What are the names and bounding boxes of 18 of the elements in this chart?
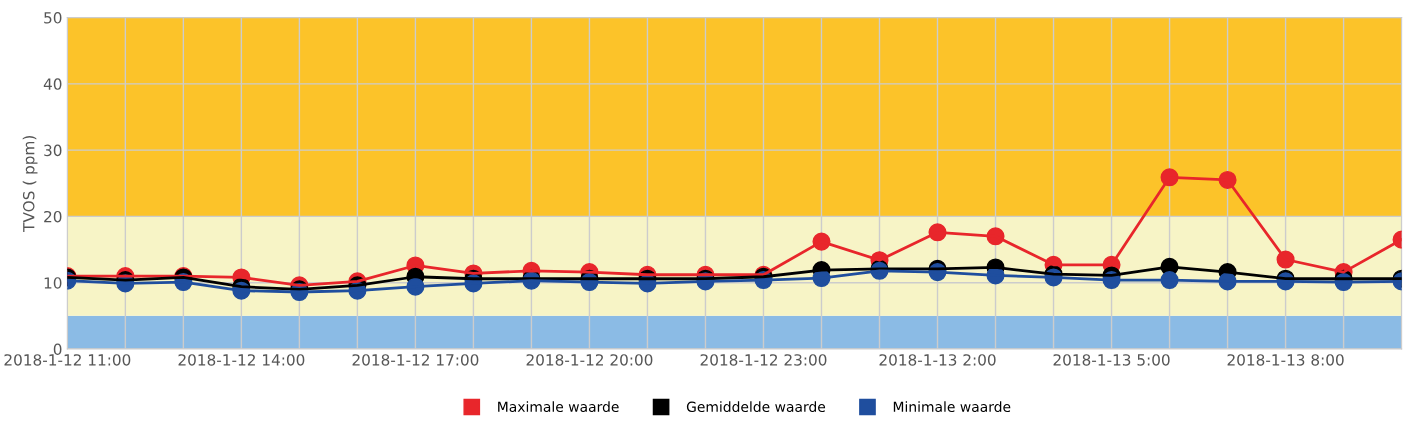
y-tick-label: 30 <box>44 144 62 157</box>
y-tick-label: 20 <box>44 210 62 223</box>
y-tick-label: 50 <box>44 12 62 24</box>
x-tick-label: 2018-1-12 20:00 <box>526 354 653 366</box>
x-tick-label: 2018-1-13 5:00 <box>1053 354 1170 366</box>
x-tick-label: 2018-1-13 2:00 <box>879 354 996 366</box>
x-tick-label: 2018-1-12 11:00 <box>4 354 131 366</box>
x-tick-label: 2018-1-12 23:00 <box>700 354 827 366</box>
legend-label: Gemiddelde waarde <box>686 401 826 413</box>
x-tick-label: 2018-1-12 14:00 <box>178 354 305 366</box>
y-tick-label: 10 <box>44 277 62 289</box>
y-tick-label: 0 <box>53 343 62 356</box>
legend-label: Maximale waarde <box>498 401 619 413</box>
y-axis-title: TVOS ( ppm) <box>22 136 38 232</box>
legend-label: Minimale waarde <box>893 401 1011 413</box>
x-tick-label: 2018-1-12 17:00 <box>352 354 479 366</box>
y-tick-label: 40 <box>43 78 62 90</box>
x-tick-label: 2018-1-13 8:00 <box>1227 354 1344 366</box>
